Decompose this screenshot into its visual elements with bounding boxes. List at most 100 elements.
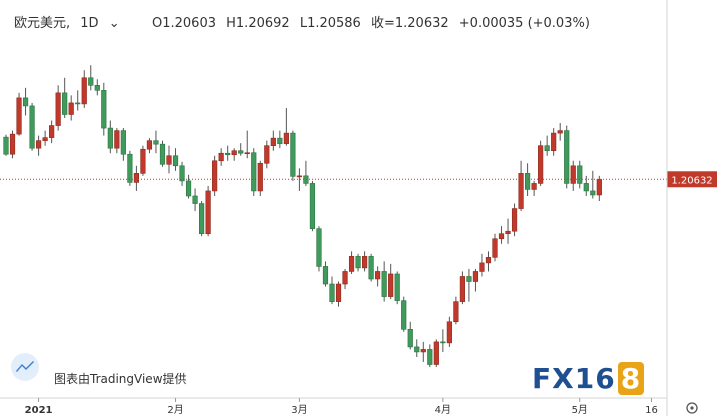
candle[interactable] xyxy=(322,261,329,287)
candle[interactable] xyxy=(355,253,361,272)
candle[interactable] xyxy=(342,268,348,290)
candle[interactable] xyxy=(264,140,270,169)
candle[interactable] xyxy=(570,160,576,191)
candle[interactable] xyxy=(107,120,113,154)
candle[interactable] xyxy=(381,261,387,302)
candle[interactable] xyxy=(551,128,557,156)
candle[interactable] xyxy=(459,271,466,305)
candle[interactable] xyxy=(16,92,22,136)
candle[interactable] xyxy=(557,123,563,141)
candle-body xyxy=(225,152,231,156)
candle[interactable] xyxy=(290,130,296,181)
candle[interactable] xyxy=(127,150,133,186)
candle[interactable] xyxy=(335,281,342,307)
candle[interactable] xyxy=(218,148,224,166)
candle[interactable] xyxy=(212,155,218,196)
candle[interactable] xyxy=(277,130,283,149)
candle[interactable] xyxy=(120,128,126,161)
candle[interactable] xyxy=(433,339,439,368)
settings-gear-icon[interactable] xyxy=(686,402,698,414)
candle[interactable] xyxy=(238,143,244,156)
interval-chevron-icon[interactable]: ⌄ xyxy=(108,16,120,31)
candle[interactable] xyxy=(524,163,531,196)
candle[interactable] xyxy=(577,160,583,189)
candle[interactable] xyxy=(544,135,550,156)
candle[interactable] xyxy=(114,128,120,154)
candle[interactable] xyxy=(440,329,446,352)
candle[interactable] xyxy=(133,165,140,191)
candle[interactable] xyxy=(166,145,172,174)
candle[interactable] xyxy=(199,201,205,237)
candle[interactable] xyxy=(42,130,48,146)
candle[interactable] xyxy=(172,148,179,171)
candle[interactable] xyxy=(3,134,9,156)
candle[interactable] xyxy=(55,85,61,131)
candle[interactable] xyxy=(485,251,492,272)
candle[interactable] xyxy=(29,102,35,151)
candle[interactable] xyxy=(251,148,257,196)
candle[interactable] xyxy=(62,77,68,119)
candle[interactable] xyxy=(270,130,276,151)
candle[interactable] xyxy=(49,120,55,144)
candle[interactable] xyxy=(192,188,198,212)
candle[interactable] xyxy=(472,268,479,292)
candle[interactable] xyxy=(159,140,166,167)
candle[interactable] xyxy=(153,130,159,154)
candle[interactable] xyxy=(498,226,505,244)
candle[interactable] xyxy=(388,263,394,300)
candle[interactable] xyxy=(283,107,289,146)
candle[interactable] xyxy=(564,125,570,189)
candle[interactable] xyxy=(538,140,544,186)
candle[interactable] xyxy=(420,341,426,362)
candle[interactable] xyxy=(329,276,335,305)
candle[interactable] xyxy=(257,160,263,196)
candle[interactable] xyxy=(531,180,537,196)
candle[interactable] xyxy=(22,87,29,116)
candle[interactable] xyxy=(511,203,518,237)
candle[interactable] xyxy=(231,148,237,161)
candle[interactable] xyxy=(596,175,602,202)
candle[interactable] xyxy=(225,145,231,161)
candle[interactable] xyxy=(296,168,303,191)
candle[interactable] xyxy=(583,175,589,196)
candle[interactable] xyxy=(179,161,185,186)
candle[interactable] xyxy=(88,65,94,91)
candle[interactable] xyxy=(453,296,459,325)
candle[interactable] xyxy=(361,251,368,272)
candle[interactable] xyxy=(466,268,472,302)
candle[interactable] xyxy=(81,70,87,108)
candle[interactable] xyxy=(414,339,420,357)
candle[interactable] xyxy=(303,160,309,186)
candle[interactable] xyxy=(492,233,498,262)
symbol-title[interactable]: 欧元美元, 1D ⌄ xyxy=(14,12,126,31)
candle[interactable] xyxy=(244,130,250,159)
candle[interactable] xyxy=(75,90,81,111)
candle[interactable] xyxy=(407,321,413,350)
candle[interactable] xyxy=(446,316,452,347)
candle[interactable] xyxy=(348,251,355,274)
candle[interactable] xyxy=(316,226,322,272)
candle[interactable] xyxy=(35,135,42,156)
candle[interactable] xyxy=(9,130,16,159)
candle[interactable] xyxy=(185,174,192,199)
candle[interactable] xyxy=(479,253,485,277)
candle[interactable] xyxy=(375,266,381,287)
candle[interactable] xyxy=(94,79,100,96)
candle[interactable] xyxy=(146,138,153,154)
candle[interactable] xyxy=(505,218,511,244)
candle[interactable] xyxy=(590,170,596,199)
candle[interactable] xyxy=(68,95,74,121)
candle[interactable] xyxy=(101,82,107,136)
candle[interactable] xyxy=(309,180,316,232)
candle[interactable] xyxy=(518,160,524,212)
tradingview-attribution[interactable]: 图表由TradingView提供 xyxy=(10,352,210,386)
candle[interactable] xyxy=(205,185,211,237)
candle[interactable] xyxy=(394,271,400,305)
candle[interactable] xyxy=(427,344,433,368)
candle[interactable] xyxy=(140,145,146,176)
interval-label[interactable]: 1D xyxy=(80,16,99,31)
candle[interactable] xyxy=(368,253,374,282)
candle[interactable] xyxy=(401,296,407,332)
